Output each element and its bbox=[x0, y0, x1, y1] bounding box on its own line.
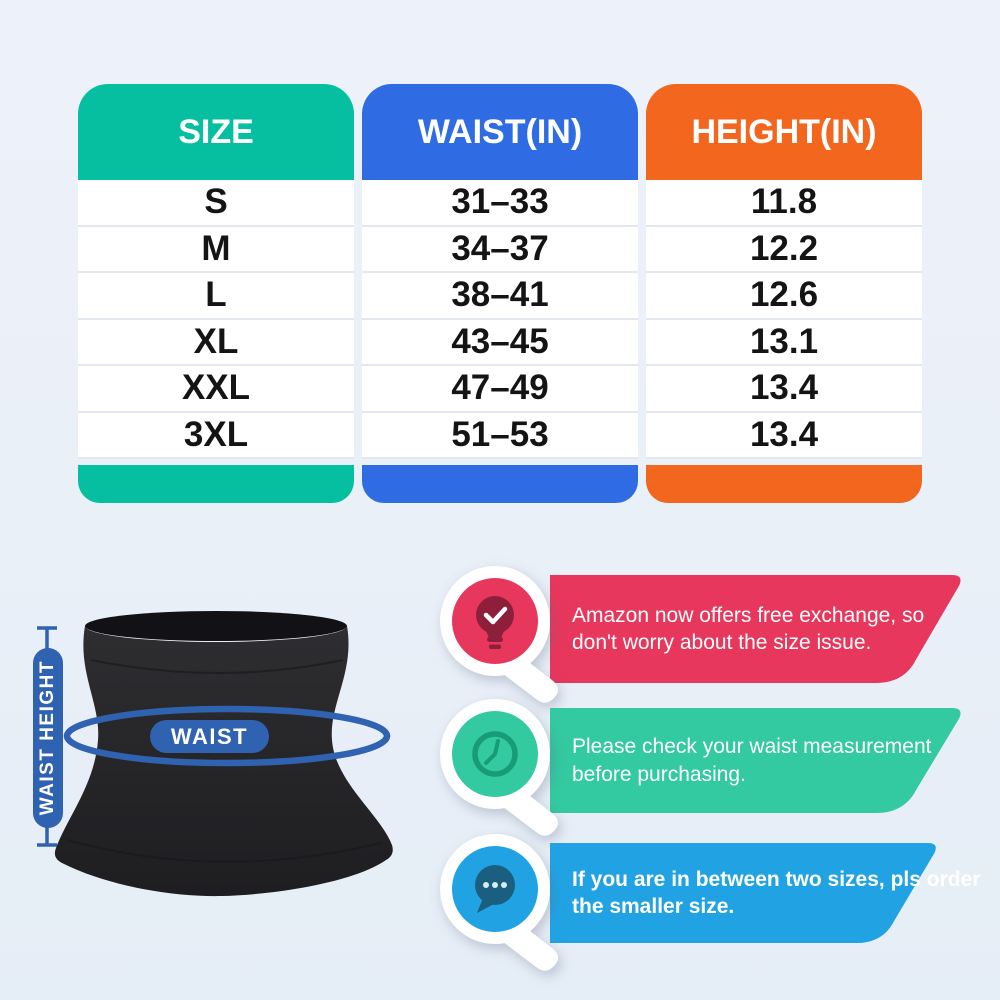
table-cell: 13.1 bbox=[646, 319, 922, 366]
bottom-seam bbox=[66, 839, 382, 863]
column-footer-waist bbox=[362, 465, 638, 503]
callout-text: Please check your waist measurement befor… bbox=[572, 708, 952, 813]
size-table-column-height: HEIGHT(IN) 11.8 12.2 12.6 13.1 13.4 13.4 bbox=[646, 84, 922, 503]
callout-text-line: before purchasing. bbox=[572, 762, 746, 786]
callout-text-line: Amazon now offers free exchange, so bbox=[572, 603, 925, 627]
column-footer-height bbox=[646, 465, 922, 503]
callout-text-line: If you are in between two sizes, pls ord… bbox=[572, 867, 981, 891]
table-cell: M bbox=[78, 226, 354, 273]
size-table-column-size: SIZE S M L XL XXL 3XL bbox=[78, 84, 354, 503]
callout-banner bbox=[550, 708, 961, 813]
waist-height-label: WAIST HEIGHT bbox=[37, 660, 58, 816]
callout-text-line: don't worry about the size issue. bbox=[572, 631, 872, 654]
column-footer-size bbox=[78, 465, 354, 503]
column-header-size: SIZE bbox=[78, 84, 354, 180]
waist-measure-ellipse bbox=[63, 705, 391, 767]
callout-2: If you are in between two sizes, pls ord… bbox=[438, 832, 983, 982]
table-cell: 12.2 bbox=[646, 226, 922, 273]
table-cell: 13.4 bbox=[646, 412, 922, 459]
size-table-column-waist: WAIST(IN) 31–33 34–37 38–41 43–45 47–49 51–53 bbox=[362, 84, 638, 503]
table-cell: 51–53 bbox=[362, 412, 638, 459]
table-cell: 34–37 bbox=[362, 226, 638, 273]
waist-height-label-pill: WAIST HEIGHT bbox=[33, 648, 63, 828]
lightbulb-check-icon bbox=[440, 566, 559, 703]
table-cell: 11.8 bbox=[646, 180, 922, 227]
table-cell: 43–45 bbox=[362, 319, 638, 366]
waist-trainer-illustration bbox=[37, 611, 393, 897]
product-illustration: WAIST WAIST HEIGHT bbox=[25, 592, 435, 932]
callout-banner bbox=[550, 575, 961, 683]
callout-1: Please check your waist measurement befor… bbox=[438, 697, 983, 847]
size-chart-table: SIZE S M L XL XXL 3XL WAIST(IN) 31–33 34–37 38–41 4… bbox=[78, 84, 922, 503]
clock-icon bbox=[440, 699, 559, 836]
column-header-height: HEIGHT(IN) bbox=[646, 84, 922, 180]
column-header-waist: WAIST(IN) bbox=[362, 84, 638, 180]
table-cell: L bbox=[78, 273, 354, 320]
garment-opening bbox=[85, 611, 347, 641]
top-seam bbox=[90, 659, 344, 674]
callout-text: If you are in between two sizes, pls ord… bbox=[572, 843, 981, 943]
table-cell: 13.4 bbox=[646, 366, 922, 413]
table-cell: XL bbox=[78, 319, 354, 366]
chat-dots-icon bbox=[440, 834, 559, 971]
waist-label: WAIST bbox=[170, 723, 249, 749]
table-cell: S bbox=[78, 180, 354, 227]
table-cell: XXL bbox=[78, 366, 354, 413]
callout-0: Amazon now offers free exchange, so don't… bbox=[438, 564, 983, 714]
callout-text: Amazon now offers free exchange, so don't… bbox=[572, 575, 952, 683]
callout-text-line: the smaller size. bbox=[572, 895, 735, 918]
callout-banner bbox=[550, 843, 936, 943]
table-cell: 47–49 bbox=[362, 366, 638, 413]
table-cell: 3XL bbox=[78, 412, 354, 459]
table-cell: 31–33 bbox=[362, 180, 638, 227]
table-cell: 38–41 bbox=[362, 273, 638, 320]
waist-label-pill: WAIST bbox=[150, 720, 269, 753]
callout-text-line: Please check your waist measurement bbox=[572, 735, 932, 758]
table-cell: 12.6 bbox=[646, 273, 922, 320]
